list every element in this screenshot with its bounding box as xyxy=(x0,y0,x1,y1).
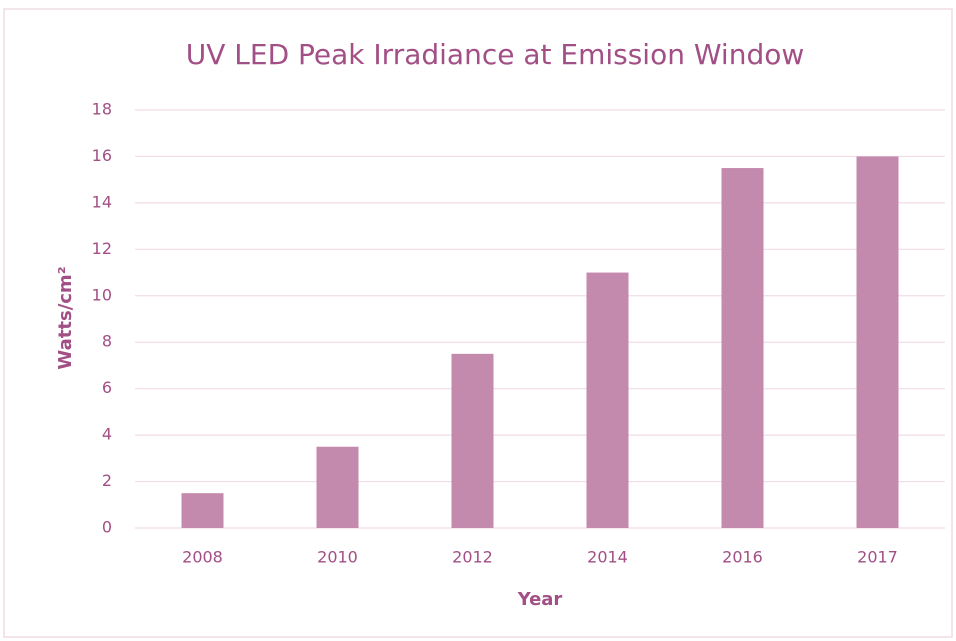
y-tick-label: 6 xyxy=(102,378,112,397)
x-tick-label: 2017 xyxy=(857,548,898,567)
y-axis-label: Watts/cm² xyxy=(55,266,76,369)
y-tick-label: 12 xyxy=(92,239,112,258)
x-tick-label: 2012 xyxy=(452,548,493,567)
x-tick-label: 2008 xyxy=(182,548,223,567)
bar xyxy=(586,272,629,528)
bar xyxy=(316,446,359,528)
y-tick-label: 2 xyxy=(102,471,112,490)
x-axis-label: Year xyxy=(517,589,563,610)
bar xyxy=(451,353,494,528)
chart-title: UV LED Peak Irradiance at Emission Windo… xyxy=(186,38,805,71)
bar xyxy=(181,493,224,528)
y-tick-label: 14 xyxy=(92,192,112,211)
x-tick-label: 2016 xyxy=(722,548,763,567)
y-tick-label: 0 xyxy=(102,518,112,537)
x-tick-label: 2014 xyxy=(587,548,628,567)
y-tick-label: 18 xyxy=(92,100,112,119)
y-tick-label: 4 xyxy=(102,425,112,444)
chart-frame xyxy=(3,8,953,638)
bar xyxy=(721,168,764,529)
bar xyxy=(856,156,899,528)
y-tick-label: 8 xyxy=(102,332,112,351)
y-tick-label: 10 xyxy=(92,285,112,304)
y-tick-label: 16 xyxy=(92,146,112,165)
x-tick-label: 2010 xyxy=(317,548,358,567)
